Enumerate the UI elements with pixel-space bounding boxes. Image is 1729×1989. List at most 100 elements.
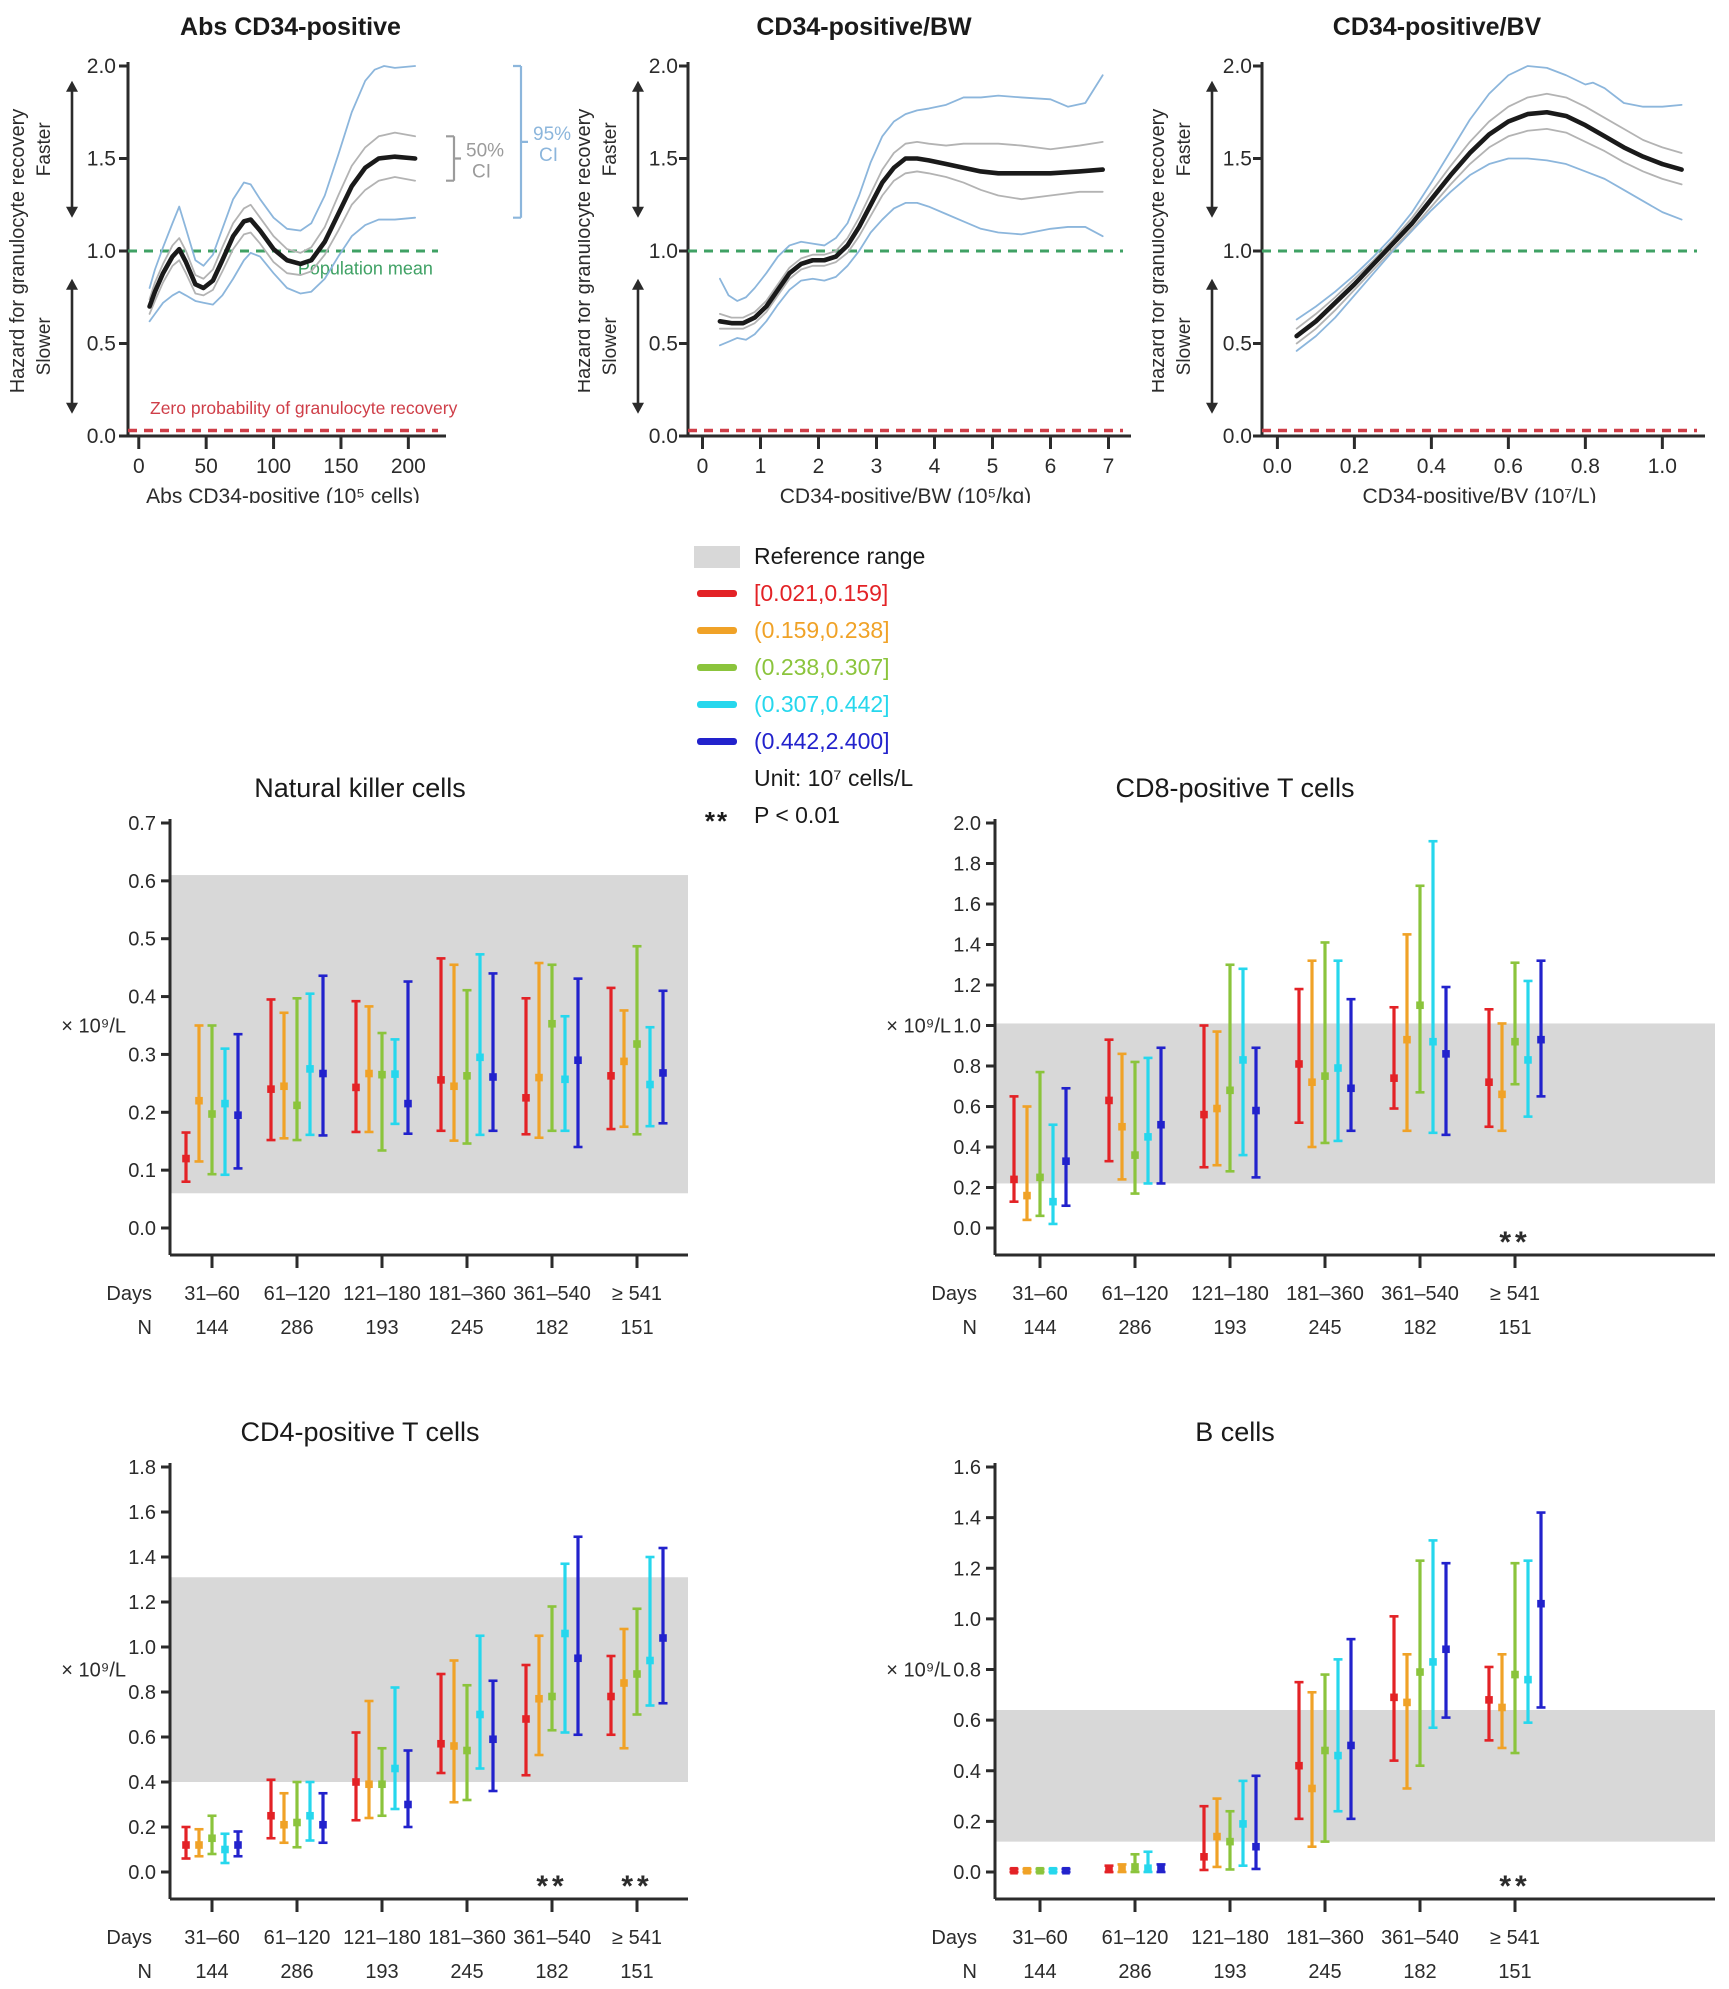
n-value: 144 bbox=[1023, 1317, 1056, 1339]
group-label: 181–360 bbox=[1286, 1283, 1364, 1305]
y-tick-label: 0.0 bbox=[87, 425, 116, 448]
slower-arrow-head-down bbox=[632, 402, 644, 414]
y-tick-label: 1.4 bbox=[128, 1547, 156, 1569]
days-row-label: Days bbox=[106, 1283, 152, 1305]
legend-item: [0.021,0.159] bbox=[692, 575, 1112, 612]
legend-label: (0.238,0.307] bbox=[754, 654, 890, 680]
y-tick-label: 1.0 bbox=[87, 240, 116, 263]
x-tick-label: 200 bbox=[391, 455, 426, 478]
group-label: ≥ 541 bbox=[612, 1927, 662, 1949]
legend-swatch bbox=[692, 590, 742, 597]
median-marker bbox=[280, 1082, 288, 1091]
n-value: 182 bbox=[1403, 1317, 1436, 1339]
median-marker bbox=[1131, 1863, 1139, 1871]
y-tick-label: 0.0 bbox=[953, 1862, 981, 1884]
y-tick-label: 2.0 bbox=[649, 55, 678, 78]
y-tick-label: 0.2 bbox=[953, 1178, 981, 1200]
median-marker bbox=[659, 1069, 667, 1077]
n-value: 151 bbox=[1498, 1317, 1531, 1339]
median-marker bbox=[1416, 1001, 1424, 1010]
axes: 0.0 0.2 0.4 0.6 0.8 1.0 1.2 1.4 1.6 1.8 2.0 bbox=[953, 813, 1715, 1268]
median-marker bbox=[352, 1778, 360, 1786]
series-(0.159,0.238] bbox=[1022, 933, 1507, 1222]
median-marker bbox=[620, 1057, 628, 1066]
median-marker bbox=[404, 1099, 412, 1108]
scatter-panel-b-cells: B cells 0.0 0.2 0.4 0.6 0.8 1.0 1.2 1.4 1.6 × 10⁹… bbox=[855, 1412, 1720, 1987]
ci95-upper-curve bbox=[718, 74, 1104, 302]
median-marker bbox=[1049, 1197, 1057, 1206]
n-value: 193 bbox=[365, 1961, 398, 1983]
ci95-upper-curve bbox=[148, 65, 416, 289]
median-marker bbox=[293, 1101, 301, 1110]
series-(0.307,0.442] bbox=[1048, 1539, 1533, 1875]
median-marker bbox=[280, 1820, 288, 1829]
median-marker bbox=[1524, 1056, 1532, 1064]
axes: 0.0 0.5 1.0 1.5 2.0 0.0 0.2 0.4 0.6 0.8 1.0 bbox=[1223, 55, 1705, 478]
median-marker bbox=[319, 1820, 327, 1829]
significance-stars: ** bbox=[621, 1870, 652, 1903]
y-tick-label: 1.8 bbox=[953, 854, 981, 876]
median-marker bbox=[1036, 1866, 1044, 1875]
scatter-panel-cd8-t-cells: CD8-positive T cells 0.0 0.2 0.4 0.6 0.8 1.0 1… bbox=[855, 768, 1720, 1343]
median-marker bbox=[319, 1069, 327, 1078]
reference-band bbox=[995, 1710, 1715, 1842]
series-[0.021,0.159] bbox=[1009, 1615, 1494, 1875]
y-tick-label: 0.5 bbox=[128, 929, 156, 951]
group-label: 121–180 bbox=[1191, 1283, 1269, 1305]
median-marker bbox=[182, 1154, 190, 1163]
slower-arrow-head-up bbox=[66, 278, 78, 290]
x-tick-label: 1 bbox=[755, 455, 767, 478]
n-value: 286 bbox=[1118, 1961, 1151, 1983]
median-marker bbox=[620, 1679, 628, 1687]
slower-label: Slower bbox=[34, 317, 55, 376]
series-line-swatch bbox=[697, 627, 737, 634]
days-row-label: Days bbox=[931, 1283, 977, 1305]
median-marker bbox=[1390, 1074, 1398, 1082]
median-marker bbox=[646, 1656, 654, 1665]
median-marker bbox=[1023, 1866, 1031, 1875]
median-marker bbox=[476, 1710, 484, 1719]
x-tick-label: 1.0 bbox=[1648, 455, 1677, 478]
errorbar-chart-cd8-t-cells: 0.0 0.2 0.4 0.6 0.8 1.0 1.2 1.4 1.6 1.8 2.0 × 10⁹/L… bbox=[886, 813, 1715, 1339]
x-tick-label: 0.0 bbox=[1263, 455, 1292, 478]
x-tick-label: 0.4 bbox=[1417, 455, 1447, 478]
series-line-swatch bbox=[697, 701, 737, 708]
n-value: 245 bbox=[1308, 1317, 1341, 1339]
n-value: 151 bbox=[620, 1317, 653, 1339]
median-marker bbox=[1239, 1056, 1247, 1064]
axes: 0.0 0.1 0.2 0.3 0.4 0.5 0.6 0.7 bbox=[128, 813, 688, 1268]
median-marker bbox=[437, 1076, 445, 1084]
n-value: 245 bbox=[450, 1961, 483, 1983]
n-value: 182 bbox=[1403, 1961, 1436, 1983]
median-marker bbox=[548, 1692, 556, 1701]
median-marker bbox=[1200, 1110, 1208, 1119]
x-tick-label: 0 bbox=[697, 455, 709, 478]
group-label: ≥ 541 bbox=[612, 1283, 662, 1305]
median-marker bbox=[1023, 1191, 1031, 1200]
y-tick-label: 1.2 bbox=[128, 1592, 156, 1614]
legend-label: [0.021,0.159] bbox=[754, 580, 889, 606]
median-marker bbox=[1118, 1122, 1126, 1131]
n-row-label: N bbox=[138, 1317, 152, 1339]
median-marker bbox=[1403, 1035, 1411, 1044]
median-marker bbox=[1334, 1751, 1342, 1760]
hazard-panel-abs-cd34: Abs CD34-positive 0.0 0.5 1.0 1.5 2.0 0 50 100 1… bbox=[8, 8, 573, 503]
legend-item: (0.307,0.442] bbox=[692, 686, 1112, 723]
faster-arrow-head-down bbox=[1206, 206, 1218, 218]
x-tick-label: 0.6 bbox=[1494, 455, 1523, 478]
panel-title: B cells bbox=[1195, 1417, 1275, 1447]
y-tick-label: 0.2 bbox=[128, 1817, 156, 1839]
legend-item: ** P < 0.01 bbox=[692, 797, 1112, 834]
median-marker bbox=[561, 1629, 569, 1638]
faster-arrow-head-up bbox=[66, 80, 78, 92]
y-tick-label: 1.5 bbox=[649, 148, 678, 171]
y-tick-label: 1.4 bbox=[953, 1508, 981, 1530]
median-marker bbox=[463, 1746, 471, 1755]
significance-stars: ** bbox=[1499, 1226, 1530, 1259]
median-marker bbox=[352, 1083, 360, 1092]
y-unit-label: × 10⁹/L bbox=[886, 1016, 951, 1038]
median-marker bbox=[633, 1670, 641, 1678]
median-marker bbox=[1157, 1865, 1165, 1873]
series-(0.442,2.400] bbox=[233, 972, 668, 1170]
